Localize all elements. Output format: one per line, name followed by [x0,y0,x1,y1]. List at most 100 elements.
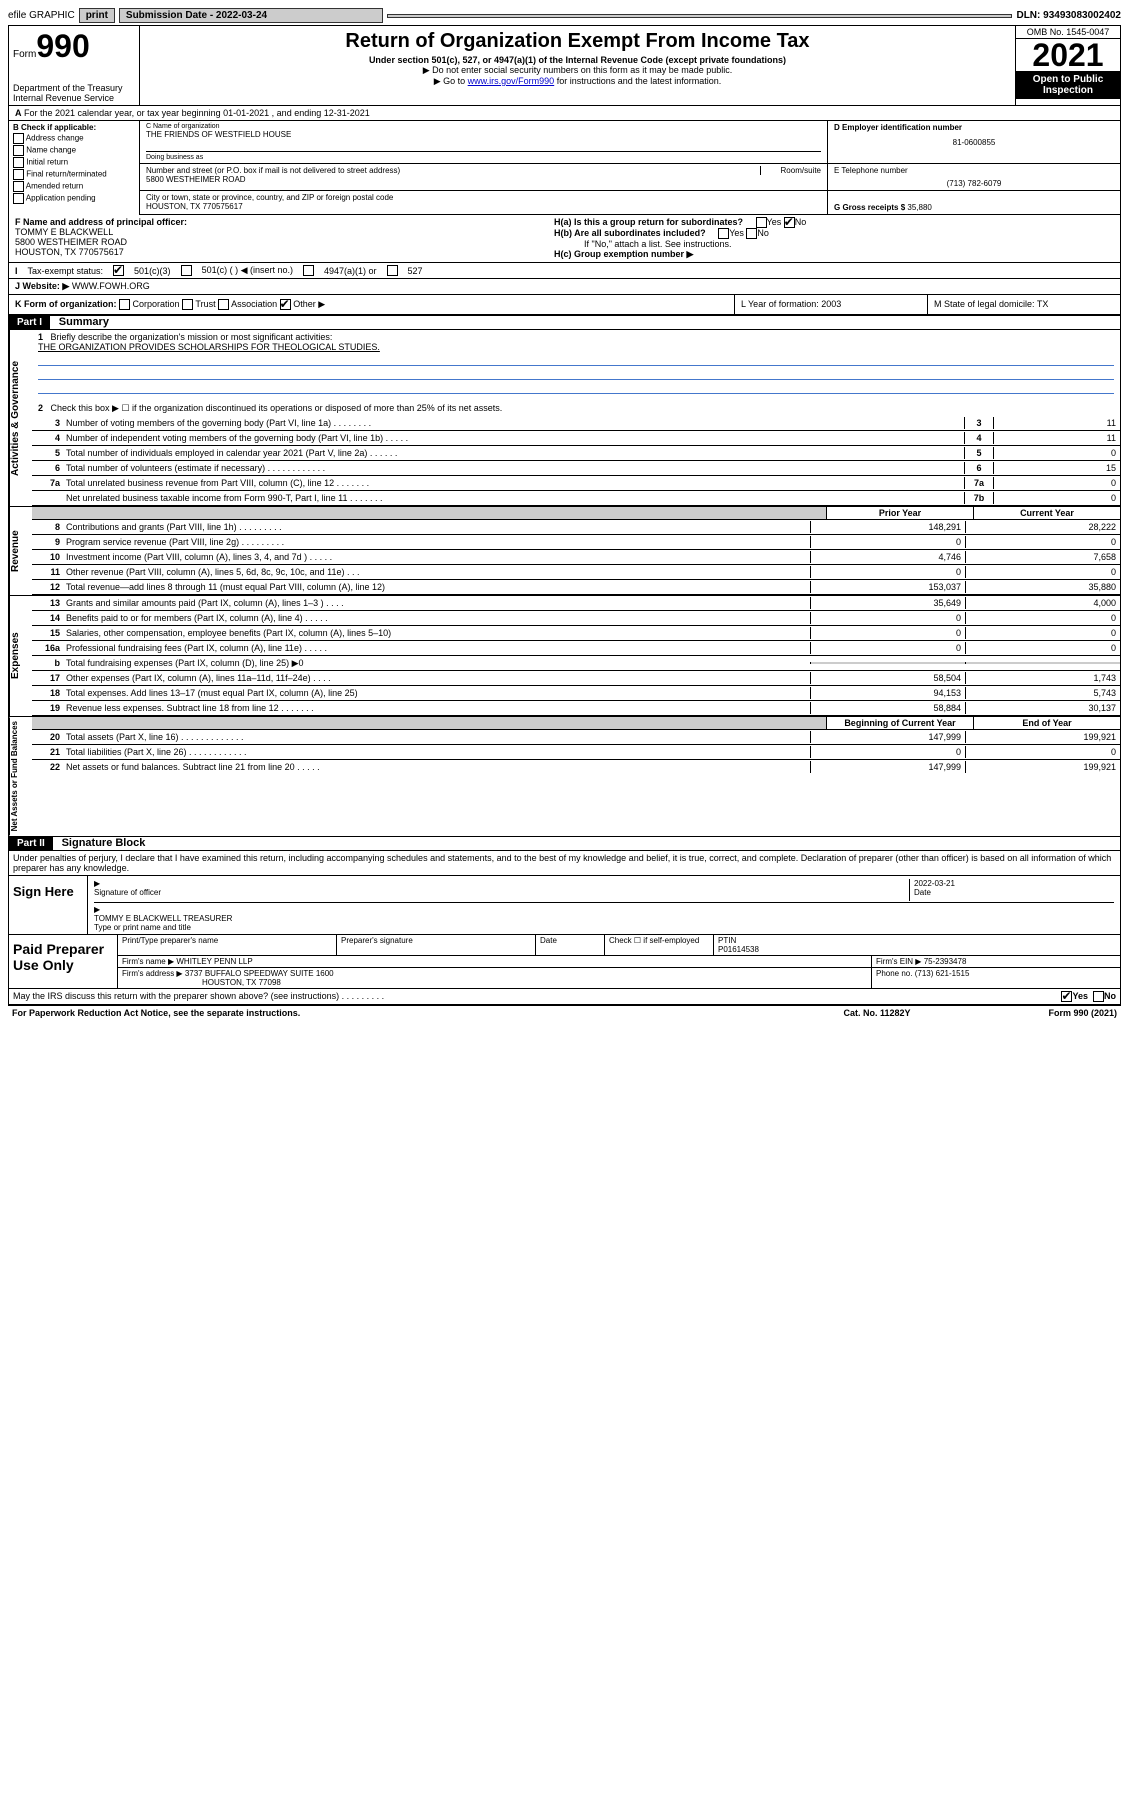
summary-expenses: Expenses 13Grants and similar amounts pa… [9,595,1120,716]
top-bar: efile GRAPHIC print Submission Date - 20… [8,8,1121,23]
chk-assoc[interactable] [218,299,229,310]
summary-net-assets: Net Assets or Fund Balances Beginning of… [9,716,1120,835]
row-i: I Tax-exempt status: 501(c)(3) 501(c) ( … [9,263,1120,279]
summary-line: 18Total expenses. Add lines 13–17 (must … [32,686,1120,701]
chk-address[interactable]: Address change [13,133,135,144]
firm-addr: 3737 BUFFALO SPEEDWAY SUITE 1600 [185,969,334,978]
city-box: City or town, state or province, country… [140,191,827,214]
print-button[interactable]: print [79,8,115,23]
summary-line: 17Other expenses (Part IX, column (A), l… [32,671,1120,686]
form-subtitle: Under section 501(c), 527, or 4947(a)(1)… [146,55,1009,65]
org-name-box: C Name of organization THE FRIENDS OF WE… [140,121,827,163]
self-employed-chk[interactable]: Check ☐ if self-employed [605,935,714,955]
dln: DLN: 93493083002402 [1016,10,1121,21]
hb-yes[interactable] [718,228,729,239]
chk-initial[interactable]: Initial return [13,157,135,168]
officer-name: TOMMY E BLACKWELL [15,227,113,237]
officer-name-title: TOMMY E BLACKWELL TREASURER [94,914,232,923]
summary-line: 9Program service revenue (Part VIII, lin… [32,535,1120,550]
state-domicile: M State of legal domicile: TX [927,295,1120,314]
ha-yes[interactable] [756,217,767,228]
gross-receipts-box: G Gross receipts $ 35,880 [827,191,1120,214]
chk-corp[interactable] [119,299,130,310]
summary-line: 11Other revenue (Part VIII, column (A), … [32,565,1120,580]
chk-527[interactable] [387,265,398,276]
firm-name: WHITLEY PENN LLP [176,957,252,966]
phone: (713) 782-6079 [834,179,1114,188]
row-k-l-m: K Form of organization: Corporation Trus… [9,295,1120,315]
ein: 81-0600855 [834,138,1114,147]
dept-label: Department of the Treasury [13,83,135,93]
summary-line: 15Salaries, other compensation, employee… [32,626,1120,641]
summary-line: 7aTotal unrelated business revenue from … [32,476,1120,491]
paid-preparer: Paid Preparer Use Only Print/Type prepar… [9,934,1120,988]
spacer [387,14,1013,18]
street-box: Number and street (or P.O. box if mail i… [140,164,827,190]
column-c-through-g: C Name of organization THE FRIENDS OF WE… [140,121,1120,215]
summary-line: 21Total liabilities (Part X, line 26) . … [32,745,1120,760]
summary-line: 12Total revenue—add lines 8 through 11 (… [32,580,1120,595]
street: 5800 WESTHEIMER ROAD [146,175,821,184]
form-number: 990 [36,28,89,64]
gross-receipts: 35,880 [907,203,931,212]
chk-501c3[interactable] [113,265,124,276]
ptin: P01614538 [718,945,759,954]
row-j: J Website: ▶ WWW.FOWH.ORG [9,279,1120,295]
form-ref: Form 990 (2021) [977,1008,1117,1018]
org-name: THE FRIENDS OF WESTFIELD HOUSE [146,130,821,139]
hb-no[interactable] [746,228,757,239]
chk-501c[interactable] [181,265,192,276]
chk-final[interactable]: Final return/terminated [13,169,135,180]
sig-date: 2022-03-21 [914,879,955,888]
summary-line: 19Revenue less expenses. Subtract line 1… [32,701,1120,716]
summary-line: 22Net assets or fund balances. Subtract … [32,760,1120,774]
part1-header: Part I Summary [9,315,1120,330]
chk-other[interactable] [280,299,291,310]
summary-line: 4Number of independent voting members of… [32,431,1120,446]
submission-date: Submission Date - 2022-03-24 [119,8,383,23]
chk-amended[interactable]: Amended return [13,181,135,192]
vtab-revenue: Revenue [9,507,32,595]
section-b-through-g: B Check if applicable: Address change Na… [9,121,1120,215]
city: HOUSTON, TX 770575617 [146,202,821,211]
summary-line: 6Total number of volunteers (estimate if… [32,461,1120,476]
irs-label: Internal Revenue Service [13,93,135,103]
efile-label: efile GRAPHIC [8,10,75,21]
header-left: Form990 Department of the Treasury Inter… [9,26,140,105]
row-f-h: F Name and address of principal officer:… [9,215,1120,263]
row-a: A For the 2021 calendar year, or tax yea… [9,106,1120,121]
vtab-governance: Activities & Governance [9,330,32,506]
note-2: ▶ Go to www.irs.gov/Form990 for instruct… [146,76,1009,87]
cat-no: Cat. No. 11282Y [777,1008,977,1018]
summary-governance: Activities & Governance 1 Briefly descri… [9,330,1120,506]
note-1: ▶ Do not enter social security numbers o… [146,65,1009,76]
summary-line: 8Contributions and grants (Part VIII, li… [32,520,1120,535]
summary-line: 16aProfessional fundraising fees (Part I… [32,641,1120,656]
summary-line: bTotal fundraising expenses (Part IX, co… [32,656,1120,671]
chk-4947[interactable] [303,265,314,276]
page-footer: For Paperwork Reduction Act Notice, see … [8,1005,1121,1020]
chk-name[interactable]: Name change [13,145,135,156]
ha-no[interactable] [784,217,795,228]
year-formation: L Year of formation: 2003 [734,295,927,314]
summary-line: 14Benefits paid to or for members (Part … [32,611,1120,626]
firm-ein: 75-2393478 [924,957,967,966]
chk-trust[interactable] [182,299,193,310]
discuss-yes[interactable] [1061,991,1072,1002]
may-discuss-row: May the IRS discuss this return with the… [9,988,1120,1004]
chk-pending[interactable]: Application pending [13,193,135,204]
summary-line: 3Number of voting members of the governi… [32,416,1120,431]
summary-line: 10Investment income (Part VIII, column (… [32,550,1120,565]
irs-link[interactable]: www.irs.gov/Form990 [468,76,555,86]
open-public: Open to Public Inspection [1016,71,1120,99]
form-header: Form990 Department of the Treasury Inter… [9,26,1120,106]
form-label: Form [13,49,36,60]
summary-line: 20Total assets (Part X, line 16) . . . .… [32,730,1120,745]
discuss-no[interactable] [1093,991,1104,1002]
phone-box: E Telephone number (713) 782-6079 [827,164,1120,190]
sig-disclaimer: Under penalties of perjury, I declare th… [9,851,1120,875]
vtab-expenses: Expenses [9,596,32,716]
part2-header: Part II Signature Block [9,836,1120,851]
sign-here-row: Sign Here ▶Signature of officer 2022-03-… [9,875,1120,934]
tax-year: 2021 [1016,39,1120,71]
